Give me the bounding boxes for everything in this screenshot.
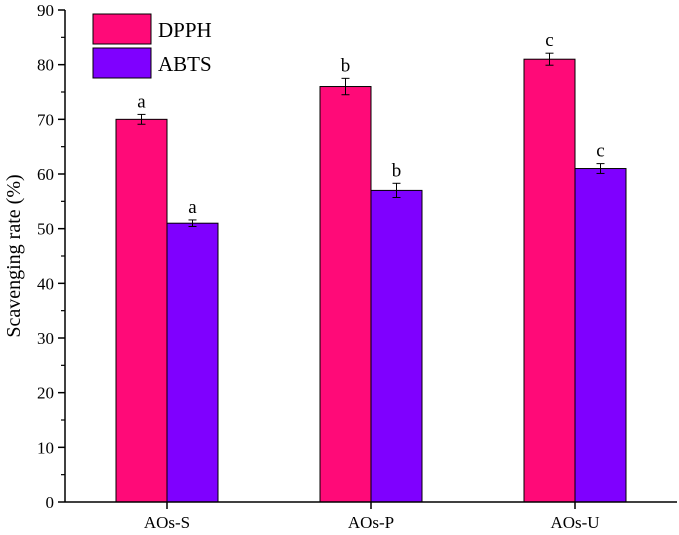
error-bar-abts-aos-u: [596, 163, 605, 174]
legend-item-dpph: DPPH: [92, 13, 212, 45]
bar-dpph-aos-p: [319, 86, 372, 503]
error-bar-dpph-aos-p: [341, 77, 350, 96]
x-tick-label: AOs-P: [348, 513, 394, 532]
significance-label: a: [188, 197, 197, 218]
ticks-layer: 0 10 20 30 40 50 60 70 80 90 AOs-S AOs-P AOs-U: [37, 1, 600, 532]
legend: DPPH ABTS: [92, 13, 212, 79]
legend-swatch: [92, 47, 152, 79]
y-tick-label: 70: [37, 110, 54, 129]
bars-layer: a a b b c c: [115, 30, 627, 503]
y-tick-label: 60: [37, 165, 54, 184]
y-tick-label: 40: [37, 274, 54, 293]
significance-label: a: [137, 91, 146, 112]
legend-item-abts: ABTS: [92, 47, 212, 79]
legend-label: ABTS: [158, 52, 212, 76]
bar-abts-aos-p: [370, 189, 423, 503]
bar-abts-aos-u: [574, 168, 627, 503]
bar-dpph-aos-u: [523, 58, 576, 503]
y-tick-label: 30: [37, 329, 54, 348]
significance-label: c: [596, 141, 604, 162]
y-tick-label: 0: [46, 493, 55, 512]
significance-label: b: [392, 160, 402, 181]
y-tick-label: 80: [37, 56, 54, 75]
bar-abts-aos-s: [166, 222, 219, 503]
significance-label: b: [341, 55, 351, 76]
y-tick-label: 50: [37, 220, 54, 239]
legend-label: DPPH: [158, 18, 212, 42]
bar-dpph-aos-s: [115, 118, 168, 503]
x-tick-label: AOs-S: [144, 513, 190, 532]
y-tick-label: 20: [37, 384, 54, 403]
error-bar-dpph-aos-s: [137, 113, 146, 125]
legend-swatch: [92, 13, 152, 45]
significance-label: c: [545, 30, 553, 51]
x-tick-label: AOs-U: [550, 513, 599, 532]
error-bar-dpph-aos-u: [545, 52, 554, 66]
y-axis-title: Scavenging rate (%): [3, 174, 25, 337]
error-bar-abts-aos-p: [392, 182, 401, 199]
y-tick-label: 10: [37, 438, 54, 457]
y-tick-label: 90: [37, 1, 54, 20]
error-bar-abts-aos-s: [188, 219, 197, 227]
